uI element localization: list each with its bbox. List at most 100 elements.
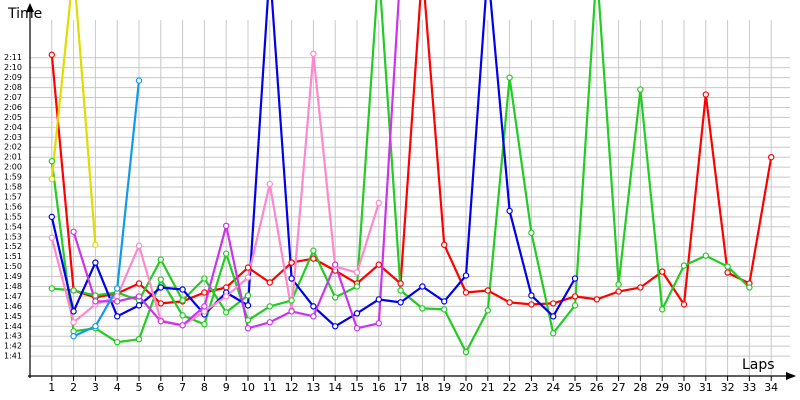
data-point bbox=[353, 310, 361, 317]
data-point bbox=[462, 289, 470, 296]
data-point bbox=[397, 280, 404, 287]
x-tick-label: 9 bbox=[223, 381, 230, 394]
data-point bbox=[332, 261, 339, 268]
y-tick-label: 1:56 bbox=[4, 202, 22, 211]
data-point bbox=[70, 319, 77, 326]
x-tick-label: 3 bbox=[92, 381, 99, 394]
data-point bbox=[157, 276, 164, 283]
data-point bbox=[441, 298, 448, 305]
data-point bbox=[201, 289, 208, 296]
x-tick-label: 1 bbox=[48, 381, 55, 394]
x-tick-label: 34 bbox=[764, 381, 778, 394]
x-tick-label: 33 bbox=[742, 381, 756, 394]
x-tick-label: 27 bbox=[612, 381, 626, 394]
data-point bbox=[419, 305, 426, 312]
data-point bbox=[48, 51, 56, 58]
x-tick-label: 16 bbox=[372, 381, 386, 394]
data-point bbox=[244, 292, 252, 299]
data-point bbox=[550, 313, 557, 320]
data-point bbox=[397, 299, 404, 306]
data-point bbox=[637, 284, 644, 291]
data-point bbox=[724, 269, 731, 276]
data-point bbox=[266, 279, 273, 286]
data-point bbox=[332, 294, 339, 301]
y-tick-label: 1:45 bbox=[4, 312, 22, 321]
y-tick-label: 1:51 bbox=[4, 252, 22, 261]
data-point bbox=[70, 228, 77, 235]
y-axis-label: Time bbox=[7, 6, 42, 22]
y-tick-label: 1:41 bbox=[4, 352, 22, 361]
data-point bbox=[179, 286, 186, 293]
y-tick-label: 1:59 bbox=[4, 173, 22, 182]
data-point bbox=[441, 241, 448, 248]
data-point bbox=[571, 293, 579, 300]
series-line bbox=[50, 0, 97, 245]
y-tick-label: 1:46 bbox=[4, 302, 22, 311]
data-point bbox=[222, 293, 230, 300]
data-point bbox=[310, 313, 317, 320]
y-tick-label: 1:54 bbox=[4, 222, 22, 231]
data-point bbox=[48, 157, 56, 165]
data-point bbox=[92, 323, 99, 330]
x-tick-label: 28 bbox=[633, 381, 647, 394]
x-tick-label: 29 bbox=[655, 381, 669, 394]
data-point bbox=[157, 318, 164, 325]
data-point bbox=[353, 325, 361, 332]
data-point bbox=[244, 317, 252, 324]
data-point bbox=[266, 303, 273, 310]
data-point bbox=[375, 199, 382, 207]
x-tick-label: 17 bbox=[394, 381, 408, 394]
x-tick-label: 12 bbox=[285, 381, 299, 394]
data-point bbox=[222, 309, 230, 316]
y-tick-label: 2:04 bbox=[4, 123, 22, 132]
data-point bbox=[310, 255, 317, 262]
data-point bbox=[48, 175, 56, 183]
data-point bbox=[768, 153, 775, 161]
x-tick-label: 11 bbox=[263, 381, 277, 394]
data-point bbox=[48, 234, 56, 241]
x-tick-label: 14 bbox=[328, 381, 342, 394]
data-point bbox=[746, 284, 753, 291]
y-tick-label: 2:00 bbox=[4, 163, 22, 172]
data-point bbox=[615, 281, 622, 288]
data-point bbox=[222, 250, 230, 257]
x-tick-label: 20 bbox=[459, 381, 473, 394]
data-point bbox=[157, 284, 164, 291]
data-point bbox=[244, 274, 252, 281]
data-point bbox=[92, 241, 99, 248]
data-point bbox=[637, 86, 644, 93]
data-point bbox=[135, 242, 143, 249]
data-point bbox=[135, 280, 143, 287]
x-tick-label: 4 bbox=[114, 381, 121, 394]
y-tick-label: 2:06 bbox=[4, 103, 22, 112]
data-point bbox=[92, 298, 99, 305]
x-tick-label: 23 bbox=[524, 381, 538, 394]
data-point bbox=[113, 338, 121, 346]
data-point bbox=[375, 296, 382, 303]
data-point bbox=[397, 287, 404, 294]
x-tick-label: 13 bbox=[306, 381, 320, 394]
data-point bbox=[506, 74, 513, 81]
data-point bbox=[244, 302, 252, 309]
data-point bbox=[113, 298, 121, 305]
data-point bbox=[506, 299, 513, 306]
data-point bbox=[419, 283, 426, 290]
data-point bbox=[179, 297, 186, 304]
data-point bbox=[48, 285, 56, 292]
data-point bbox=[550, 330, 557, 337]
x-tick-label: 31 bbox=[699, 381, 713, 394]
data-point bbox=[157, 300, 164, 307]
y-tick-label: 1:44 bbox=[4, 322, 22, 331]
data-point bbox=[266, 319, 273, 326]
y-tick-label: 1:49 bbox=[4, 272, 22, 281]
data-point bbox=[288, 275, 295, 282]
y-tick-label: 2:09 bbox=[4, 73, 22, 82]
series-line bbox=[73, 80, 141, 338]
data-point bbox=[179, 312, 186, 319]
data-point bbox=[528, 301, 535, 308]
data-point bbox=[70, 287, 77, 294]
x-tick-label: 19 bbox=[437, 381, 451, 394]
data-point bbox=[484, 287, 491, 294]
